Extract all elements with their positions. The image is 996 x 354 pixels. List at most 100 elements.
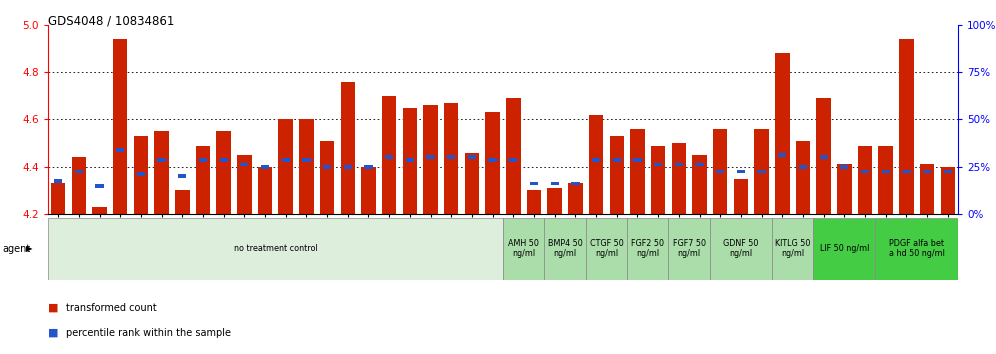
Text: BMP4 50
ng/ml: BMP4 50 ng/ml: [548, 239, 583, 258]
Bar: [668, 218, 710, 280]
Text: agent: agent: [2, 244, 30, 254]
Bar: [341, 81, 355, 214]
Bar: [878, 145, 893, 214]
Bar: [72, 157, 86, 214]
Bar: [820, 155, 828, 159]
Bar: [299, 119, 314, 214]
Bar: [240, 162, 248, 166]
Bar: [695, 162, 703, 166]
Bar: [881, 170, 889, 173]
Bar: [219, 158, 228, 162]
Bar: [754, 129, 769, 214]
Bar: [592, 158, 601, 162]
Bar: [923, 170, 931, 173]
Bar: [758, 170, 766, 173]
Bar: [943, 170, 952, 173]
Bar: [426, 155, 434, 159]
Bar: [817, 98, 831, 214]
Bar: [488, 158, 497, 162]
Bar: [627, 218, 668, 280]
Bar: [93, 207, 107, 214]
Bar: [814, 218, 875, 280]
Bar: [772, 218, 814, 280]
Bar: [506, 98, 521, 214]
Text: ■: ■: [48, 303, 59, 313]
Bar: [444, 103, 458, 214]
Bar: [405, 158, 414, 162]
Bar: [468, 155, 476, 159]
Bar: [671, 143, 686, 214]
Text: no treatment control: no treatment control: [233, 244, 318, 253]
Bar: [402, 108, 417, 214]
Bar: [734, 179, 748, 214]
Bar: [154, 131, 169, 214]
Bar: [899, 39, 913, 214]
Bar: [423, 105, 438, 214]
Bar: [117, 148, 124, 152]
Bar: [75, 170, 83, 173]
Bar: [465, 153, 479, 214]
Bar: [841, 165, 849, 169]
Text: CTGF 50
ng/ml: CTGF 50 ng/ml: [590, 239, 623, 258]
Bar: [875, 218, 958, 280]
Text: ■: ■: [48, 328, 59, 338]
Bar: [175, 190, 189, 214]
Bar: [51, 183, 66, 214]
Bar: [509, 158, 518, 162]
Bar: [778, 153, 787, 157]
Bar: [365, 165, 373, 169]
Bar: [261, 165, 269, 169]
Bar: [157, 158, 165, 162]
Text: ▶: ▶: [26, 244, 33, 253]
Text: GDNF 50
ng/ml: GDNF 50 ng/ml: [723, 239, 759, 258]
Bar: [178, 175, 186, 178]
Bar: [133, 136, 148, 214]
Bar: [258, 167, 272, 214]
Bar: [96, 184, 104, 188]
Bar: [282, 158, 290, 162]
Text: transformed count: transformed count: [66, 303, 156, 313]
Bar: [630, 129, 644, 214]
Bar: [940, 167, 955, 214]
Bar: [323, 165, 332, 169]
Bar: [54, 179, 63, 183]
Bar: [216, 131, 231, 214]
Bar: [799, 165, 807, 169]
Bar: [503, 218, 545, 280]
Bar: [796, 141, 810, 214]
Bar: [651, 145, 665, 214]
Bar: [710, 218, 772, 280]
Text: FGF7 50
ng/ml: FGF7 50 ng/ml: [672, 239, 706, 258]
Bar: [613, 158, 621, 162]
Text: PDGF alfa bet
a hd 50 ng/ml: PDGF alfa bet a hd 50 ng/ml: [888, 239, 945, 258]
Bar: [485, 112, 500, 214]
Bar: [692, 155, 707, 214]
Bar: [551, 182, 559, 185]
Bar: [447, 155, 455, 159]
Bar: [858, 145, 872, 214]
Bar: [362, 167, 375, 214]
Bar: [902, 170, 910, 173]
Text: LIF 50 ng/ml: LIF 50 ng/ml: [820, 244, 870, 253]
Bar: [530, 182, 538, 185]
Text: percentile rank within the sample: percentile rank within the sample: [66, 328, 231, 338]
Bar: [385, 155, 393, 159]
Bar: [48, 218, 503, 280]
Bar: [196, 145, 210, 214]
Text: GDS4048 / 10834861: GDS4048 / 10834861: [48, 14, 174, 27]
Bar: [737, 170, 745, 173]
Bar: [920, 165, 934, 214]
Bar: [199, 158, 207, 162]
Bar: [861, 170, 870, 173]
Bar: [381, 96, 396, 214]
Bar: [633, 158, 641, 162]
Bar: [344, 165, 352, 169]
Bar: [610, 136, 624, 214]
Bar: [589, 115, 604, 214]
Text: AMH 50
ng/ml: AMH 50 ng/ml: [508, 239, 539, 258]
Bar: [568, 183, 583, 214]
Bar: [320, 141, 335, 214]
Bar: [237, 155, 252, 214]
Bar: [303, 158, 311, 162]
Text: FGF2 50
ng/ml: FGF2 50 ng/ml: [631, 239, 664, 258]
